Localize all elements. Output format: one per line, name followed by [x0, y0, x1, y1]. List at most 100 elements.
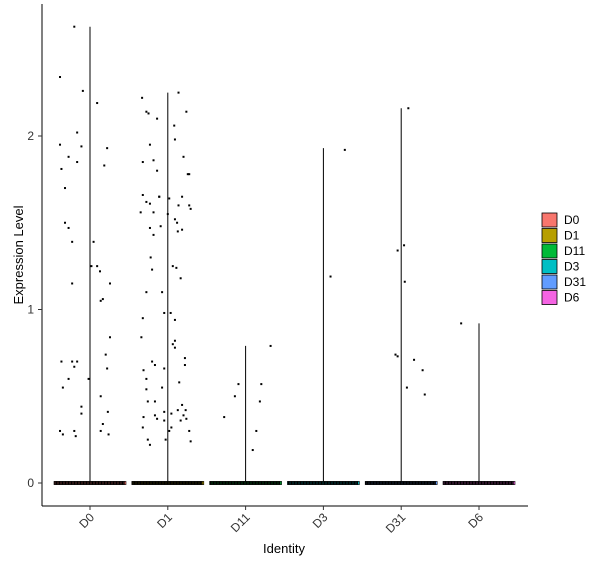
- zero-point: [388, 481, 390, 485]
- zero-point: [147, 481, 149, 485]
- zero-point: [58, 481, 61, 485]
- data-point: [67, 377, 70, 380]
- data-point: [153, 414, 156, 417]
- zero-point: [181, 481, 183, 485]
- data-point: [145, 388, 148, 391]
- data-point: [258, 400, 261, 403]
- data-point: [181, 195, 184, 198]
- zero-point: [78, 481, 80, 485]
- zero-point: [221, 481, 224, 485]
- zero-point: [230, 481, 233, 485]
- zero-point: [242, 481, 245, 485]
- data-point: [176, 230, 179, 233]
- data-point: [403, 244, 406, 247]
- zero-point: [367, 481, 369, 485]
- zero-point: [334, 481, 336, 485]
- zero-point: [431, 481, 433, 485]
- zero-point: [501, 481, 504, 485]
- zero-point: [313, 481, 315, 485]
- zero-point: [69, 481, 71, 485]
- data-point: [59, 76, 62, 79]
- data-point: [67, 155, 70, 158]
- data-point: [161, 291, 164, 294]
- zero-point: [512, 481, 514, 485]
- data-point: [182, 414, 185, 417]
- zero-point: [289, 481, 291, 485]
- zero-point: [118, 481, 121, 485]
- data-point: [163, 311, 166, 314]
- zero-point: [447, 481, 450, 485]
- zero-point: [217, 481, 219, 485]
- y-tick-label: 2: [27, 129, 34, 143]
- data-point: [61, 386, 64, 389]
- zero-point: [55, 481, 58, 485]
- data-point: [159, 225, 162, 228]
- zero-point: [355, 481, 357, 485]
- zero-point: [295, 481, 297, 485]
- zero-point: [314, 481, 317, 485]
- zero-point: [310, 481, 312, 485]
- zero-point: [409, 481, 411, 485]
- zero-point: [350, 481, 353, 485]
- zero-point: [456, 481, 459, 485]
- zero-point: [392, 481, 394, 485]
- data-point: [161, 386, 164, 389]
- zero-point: [114, 481, 116, 485]
- data-point: [90, 265, 93, 268]
- zero-point: [331, 481, 333, 485]
- zero-point: [464, 481, 466, 485]
- zero-point: [470, 481, 472, 485]
- data-point: [182, 155, 185, 158]
- zero-point: [248, 481, 251, 485]
- zero-point: [269, 481, 272, 485]
- data-point: [255, 429, 258, 432]
- data-point: [405, 386, 408, 389]
- data-point: [73, 429, 76, 432]
- zero-point: [142, 481, 144, 485]
- zero-point: [251, 481, 254, 485]
- zero-point: [156, 481, 158, 485]
- data-point: [169, 311, 172, 314]
- zero-point: [168, 481, 170, 485]
- zero-point: [483, 481, 486, 485]
- zero-point: [506, 481, 508, 485]
- data-point: [164, 438, 167, 441]
- zero-point: [400, 481, 402, 485]
- zero-point: [371, 481, 373, 485]
- data-point: [173, 218, 176, 221]
- data-point: [140, 336, 143, 339]
- zero-point: [184, 481, 186, 485]
- zero-point: [103, 481, 106, 485]
- zero-point: [341, 481, 344, 485]
- data-point: [96, 102, 99, 105]
- data-point: [171, 343, 174, 346]
- zero-point: [486, 481, 489, 485]
- zero-point: [473, 481, 475, 485]
- zero-point: [199, 481, 201, 485]
- zero-point: [66, 481, 68, 485]
- zero-point: [488, 481, 490, 485]
- zero-point: [268, 481, 270, 485]
- zero-point: [272, 481, 275, 485]
- zero-point: [380, 481, 382, 485]
- zero-point: [397, 481, 399, 485]
- zero-point: [503, 481, 505, 485]
- zero-point: [433, 481, 435, 485]
- zero-point: [175, 481, 177, 485]
- data-point: [184, 409, 187, 412]
- zero-point: [136, 481, 138, 485]
- data-point: [173, 138, 176, 141]
- data-point: [108, 282, 111, 285]
- zero-point: [93, 481, 95, 485]
- data-point: [188, 204, 191, 207]
- zero-point: [415, 481, 417, 485]
- zero-point: [94, 481, 97, 485]
- data-point: [71, 240, 74, 243]
- zero-point: [178, 481, 180, 485]
- zero-point: [452, 481, 454, 485]
- zero-point: [265, 481, 267, 485]
- data-point: [176, 221, 179, 224]
- zero-point: [497, 481, 499, 485]
- data-point: [163, 367, 166, 370]
- zero-point: [82, 481, 85, 485]
